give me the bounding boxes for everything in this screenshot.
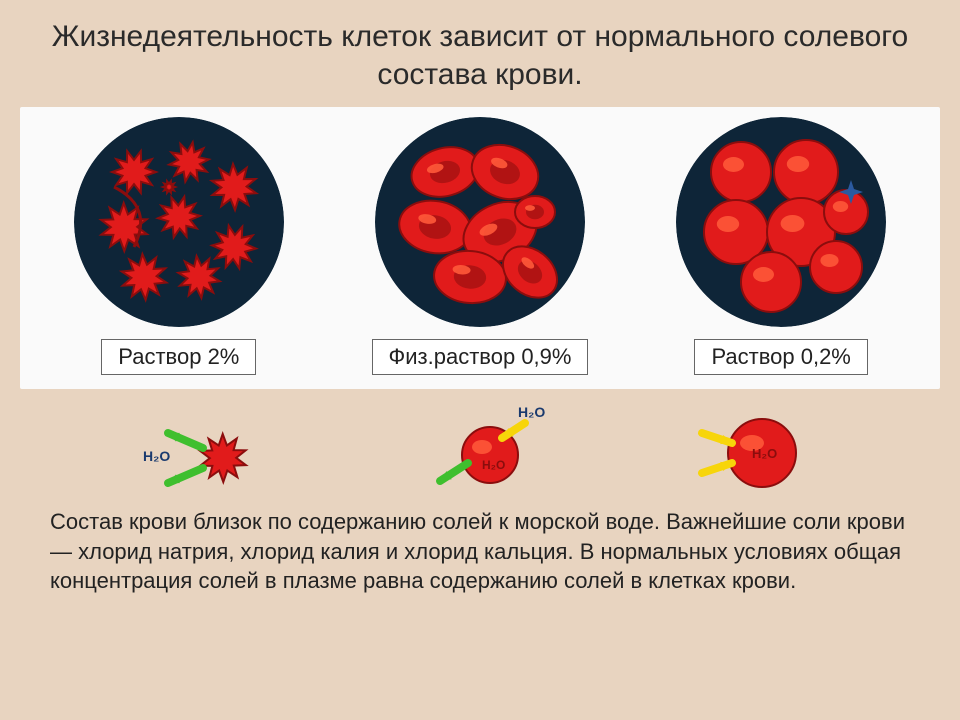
sample-item: Раствор 0,2%: [676, 117, 886, 375]
osmosis-swell: H₂O: [657, 403, 837, 493]
sample-label: Раствор 0,2%: [694, 339, 867, 375]
sample-label: Физ.раствор 0,9%: [372, 339, 589, 375]
sample-circle-normal: [375, 117, 585, 327]
svg-text:H₂O: H₂O: [143, 448, 170, 464]
sample-item: Физ.раствор 0,9%: [372, 117, 589, 375]
page-title: Жизнедеятельность клеток зависит от норм…: [0, 0, 960, 103]
osmosis-row: H₂O H₂O H₂O H₂O: [80, 403, 880, 493]
osmosis-shrink: H₂O: [123, 403, 303, 493]
body-text: Состав крови близок по содержанию солей …: [0, 493, 960, 596]
sample-item: Раствор 2%: [74, 117, 284, 375]
samples-panel: Раствор 2% Физ.раствор 0,9%: [20, 107, 940, 389]
svg-text:H₂O: H₂O: [482, 458, 505, 472]
svg-text:H₂O: H₂O: [752, 446, 777, 461]
osmosis-balanced: H₂O H₂O: [390, 403, 570, 493]
sample-circle-swollen: [676, 117, 886, 327]
sample-circle-crenated: [74, 117, 284, 327]
sample-label: Раствор 2%: [101, 339, 256, 375]
svg-text:H₂O: H₂O: [518, 404, 545, 420]
